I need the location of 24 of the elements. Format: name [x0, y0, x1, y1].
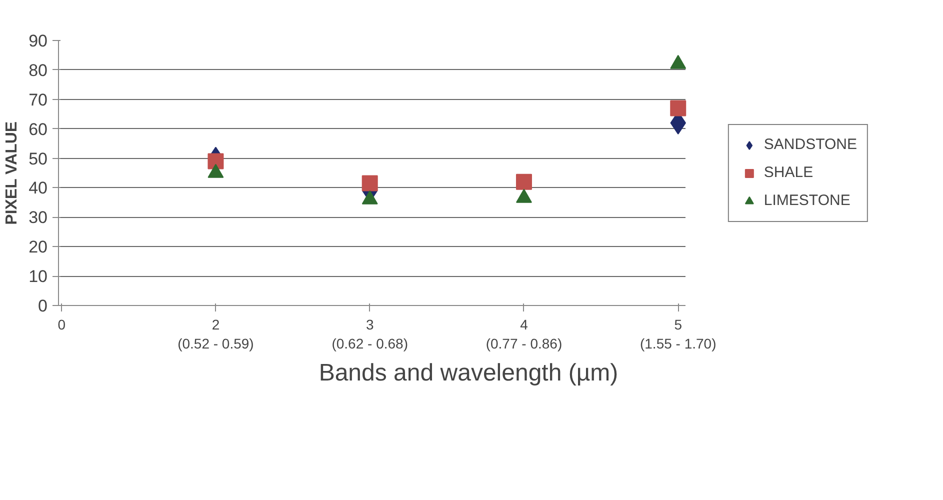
point	[670, 100, 686, 116]
y-tick-label: 80	[28, 60, 48, 80]
y-tick-label: 30	[28, 208, 48, 228]
x-tick-label: 2 (0.52 - 0.59)	[178, 316, 254, 352]
y-tick-label: 50	[28, 149, 48, 168]
y-tick-label: 10	[28, 267, 48, 286]
y-tick-label: 20	[28, 238, 48, 257]
point	[362, 175, 378, 192]
x-tick-label: 5 (1.55 - 1.70)	[640, 316, 716, 352]
x-axis-title: Bands and wavelength (µm)	[318, 360, 618, 387]
legend-label: SANDSTONE	[764, 136, 857, 153]
legend-label: SHALE	[764, 164, 814, 181]
y-tick-label: 70	[28, 90, 48, 110]
x-tick-label: 4 (0.77 - 0.86)	[486, 316, 562, 352]
y-axis-title: PIXEL VALUE	[4, 121, 21, 225]
point	[208, 153, 224, 170]
legend-label: LIMESTONE	[764, 192, 850, 209]
y-tick-label: 40	[28, 178, 48, 198]
y-tick-label: 0	[38, 296, 48, 316]
point	[516, 174, 532, 190]
x-tick-label: 3 (0.62 - 0.68)	[332, 316, 408, 352]
y-tick-label: 60	[28, 120, 48, 139]
y-tick-label: 90	[28, 32, 48, 50]
x-tick-label: 0	[58, 316, 66, 332]
